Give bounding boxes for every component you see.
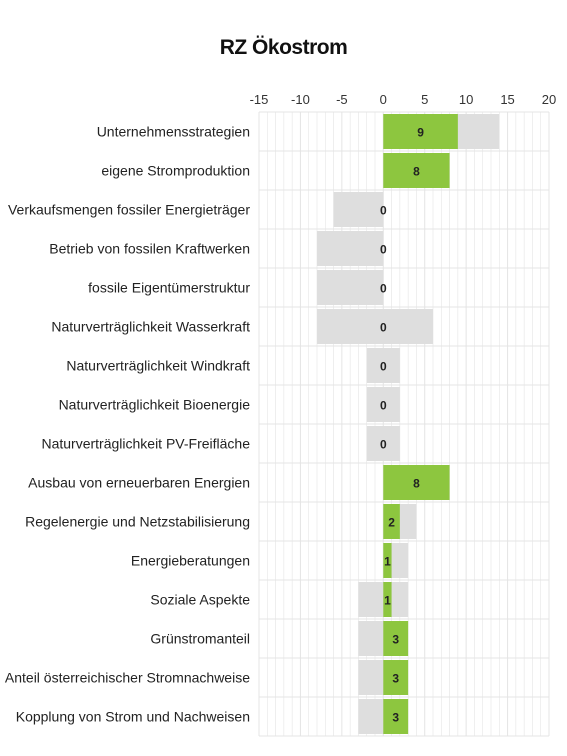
category-label: Ausbau von erneuerbaren Energien [28,475,250,491]
data-label: 2 [388,516,395,530]
category-label: Verkaufsmengen fossiler Energieträger [8,202,250,218]
x-tick-label: 5 [421,92,428,107]
category-label: Naturverträglichkeit PV-Freifläche [41,436,250,452]
score-bar [383,153,450,188]
x-tick-label: 20 [542,92,556,107]
score-bar [383,465,450,500]
range-bar [366,348,400,383]
x-tick-label: -15 [250,92,269,107]
category-label: fossile Eigentümerstruktur [88,280,250,296]
data-label: 0 [380,204,387,218]
data-label: 9 [417,126,424,140]
range-bar [317,231,384,266]
score-bar [383,582,392,617]
score-bar [383,114,458,149]
category-label: Regelenergie und Netzstabilisierung [25,514,250,530]
x-tick-label: 15 [500,92,514,107]
data-label: 1 [384,555,391,569]
chart-title: RZ Ökostrom [219,36,348,59]
data-label: 3 [392,633,399,647]
x-tick-label: -10 [291,92,310,107]
category-label: Anteil österreichischer Stromnachweise [5,670,250,686]
data-label: 1 [384,594,391,608]
category-label: Naturverträglichkeit Wasserkraft [51,319,250,335]
x-tick-label: 10 [459,92,473,107]
data-label: 0 [380,438,387,452]
range-bar [366,387,400,422]
data-label: 8 [413,165,420,179]
score-bar [383,621,409,656]
data-label: 0 [380,360,387,374]
score-bar [383,660,409,695]
score-bar [383,699,409,734]
category-label: Soziale Aspekte [150,592,250,608]
category-label: Unternehmensstrategien [97,124,250,140]
data-label: 3 [392,672,399,686]
category-label: Betrieb von fossilen Kraftwerken [49,241,250,257]
data-label: 0 [380,282,387,296]
category-label: Energieberatungen [131,553,250,569]
data-label: 0 [380,243,387,257]
range-bar [317,270,384,305]
data-label: 0 [380,399,387,413]
category-label: Naturverträglichkeit Bioenergie [59,397,251,413]
x-tick-label: -5 [336,92,348,107]
data-label: 0 [380,321,387,335]
range-bar [333,192,384,227]
data-label: 8 [413,477,420,491]
category-label: Kopplung von Strom und Nachweisen [16,709,250,725]
category-label: eigene Stromproduktion [101,163,250,179]
category-label: Grünstromanteil [150,631,250,647]
category-label: Naturverträglichkeit Windkraft [66,358,250,374]
score-bar [383,543,392,578]
range-bar [317,309,433,344]
x-tick-label: 0 [380,92,387,107]
range-bar [366,426,400,461]
score-bar [383,504,400,539]
data-label: 3 [392,711,399,725]
